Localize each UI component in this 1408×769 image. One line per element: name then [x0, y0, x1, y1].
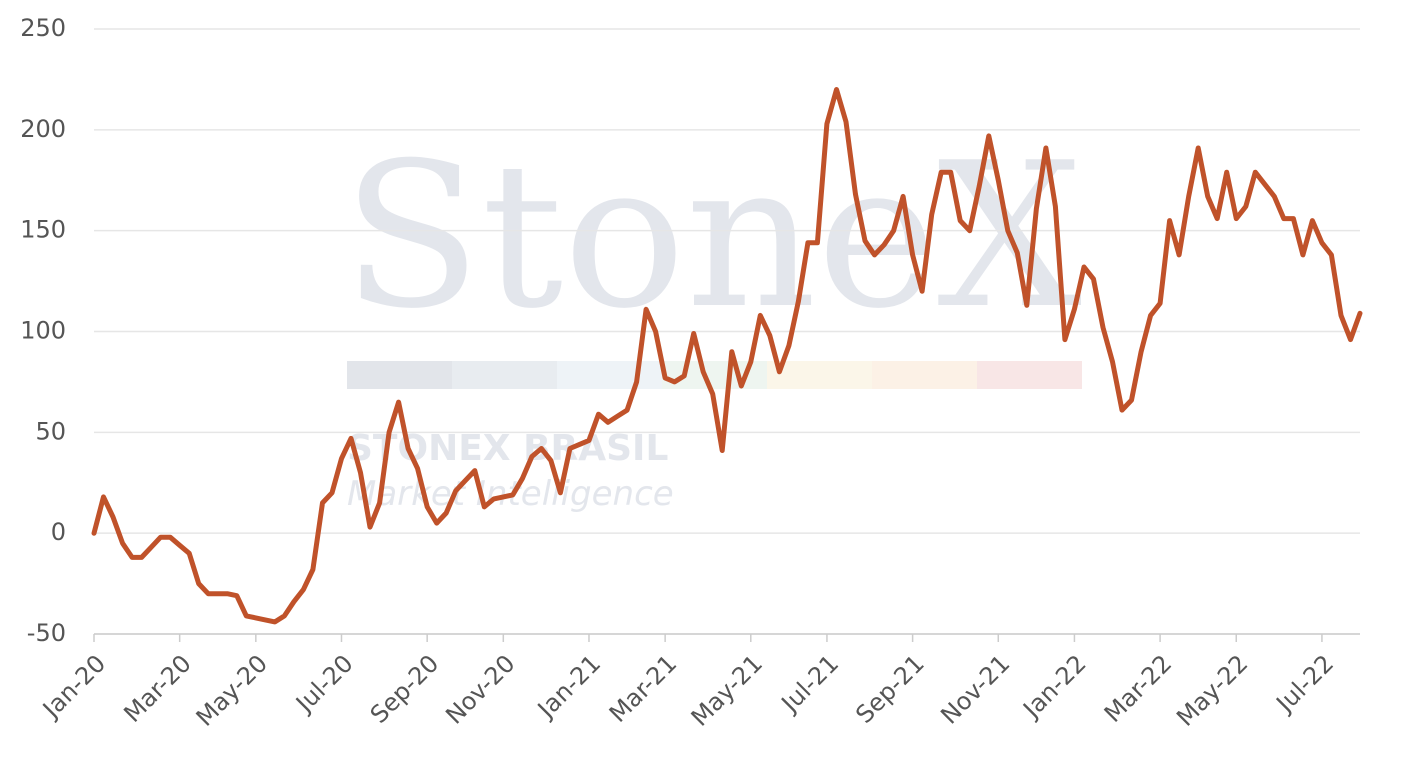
x-tick-label: Mar-21 — [604, 649, 682, 727]
x-tick-label: Nov-20 — [440, 649, 520, 729]
y-tick-label: 100 — [20, 317, 66, 345]
watermark-brand: StoneX — [342, 120, 1082, 353]
x-tick-label: Jan-22 — [1017, 649, 1092, 724]
y-tick-label: -50 — [27, 619, 66, 647]
watermark-bar — [557, 361, 662, 389]
x-tick-label: Sep-20 — [365, 649, 445, 729]
x-tick-label: Jul-22 — [1270, 649, 1339, 718]
watermark-bar — [977, 361, 1082, 389]
watermark-bar — [767, 361, 872, 389]
watermark-bar — [347, 361, 452, 389]
watermark-bar — [872, 361, 977, 389]
watermark-company: STONEX BRASIL — [347, 428, 668, 469]
y-tick-label: 0 — [51, 518, 66, 546]
x-tick-label: Mar-22 — [1099, 649, 1177, 727]
x-tick-label: May-21 — [686, 649, 768, 731]
y-tick-label: 50 — [35, 417, 66, 445]
data-line — [91, 87, 1363, 625]
x-tick-label: Sep-21 — [850, 649, 930, 729]
x-tick-label: Jul-21 — [775, 649, 844, 718]
watermark-bar — [452, 361, 557, 389]
x-tick-label: Jul-20 — [289, 649, 358, 718]
x-tick-label: Jan-20 — [36, 649, 111, 724]
y-tick-label: 250 — [20, 14, 66, 42]
watermark: StoneX STONEX BRASIL Market Intelligence — [342, 120, 1082, 514]
x-tick-label: Mar-20 — [118, 649, 196, 727]
x-tick-label: May-22 — [1171, 649, 1253, 731]
x-tick-label: Nov-21 — [935, 649, 1015, 729]
y-tick-label: 200 — [20, 115, 66, 143]
y-tick-label: 150 — [20, 216, 66, 244]
x-tick-label: May-20 — [191, 649, 273, 731]
x-tick-label: Jan-21 — [531, 649, 606, 724]
